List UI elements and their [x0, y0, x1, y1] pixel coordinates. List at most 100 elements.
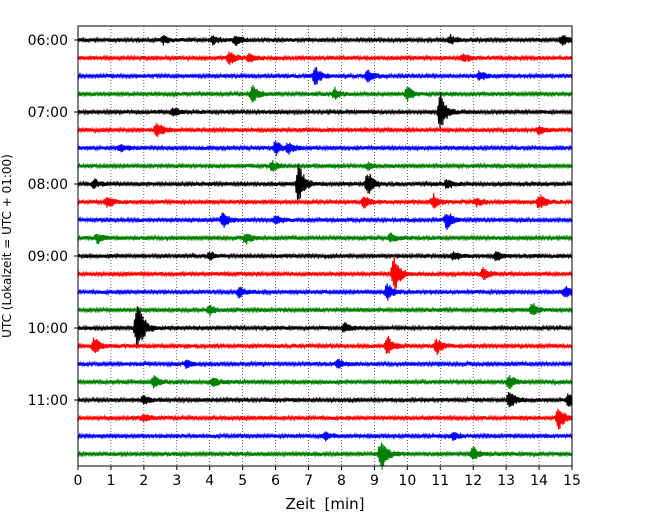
- y-tick-label: 06:00: [28, 33, 68, 49]
- seismic-event-point: [385, 344, 390, 348]
- seismic-trace: [77, 212, 573, 230]
- x-tick-label: 8: [337, 473, 346, 489]
- seismic-event-point: [92, 182, 97, 186]
- seismic-event-point: [211, 38, 215, 42]
- seismic-trace: [77, 51, 573, 65]
- seismic-event-point: [389, 236, 393, 240]
- seismic-event-point: [171, 110, 176, 114]
- x-tick-label: 15: [563, 473, 581, 489]
- seismic-event-point: [362, 200, 367, 204]
- x-tick-label: 4: [205, 473, 214, 489]
- seismic-event-point: [185, 362, 189, 366]
- seismic-event-point: [208, 308, 212, 312]
- seismic-event-point: [461, 56, 465, 60]
- seismic-event-point: [567, 398, 571, 402]
- seismic-event-point: [405, 92, 409, 96]
- seismic-event-point: [560, 38, 564, 42]
- seismic-event-point: [237, 290, 241, 294]
- seismic-event-point: [494, 254, 498, 258]
- seismic-trace: [77, 431, 573, 442]
- trace-group: [77, 33, 573, 470]
- seismic-event-point: [392, 272, 396, 276]
- seismic-trace: [77, 92, 573, 129]
- y-tick-label: 08:00: [28, 177, 68, 193]
- seismic-trace: [77, 232, 573, 245]
- seismic-event-point: [234, 38, 238, 42]
- x-tick-label: 5: [238, 473, 247, 489]
- seismic-event-point: [142, 416, 146, 420]
- x-tick-label: 14: [530, 473, 548, 489]
- seismic-trace: [77, 66, 573, 85]
- seismic-trace: [77, 408, 573, 430]
- x-tick-label: 11: [431, 473, 449, 489]
- seismic-event-point: [106, 200, 110, 204]
- x-tick-label: 1: [106, 473, 115, 489]
- seismic-trace: [77, 122, 573, 138]
- seismic-trace: [77, 192, 573, 209]
- seismic-event-point: [155, 128, 159, 132]
- seismic-event-point: [135, 326, 139, 330]
- seismic-event-point: [221, 218, 225, 222]
- y-tick-label: 11:00: [28, 393, 68, 409]
- seismic-trace: [77, 442, 573, 470]
- seismic-trace: [77, 391, 573, 408]
- seismic-event-point: [96, 236, 100, 240]
- x-tick-label: 7: [304, 473, 313, 489]
- seismic-trace: [77, 33, 573, 46]
- seismic-event-point: [481, 272, 485, 276]
- seismic-trace: [77, 302, 573, 317]
- seismic-event-point: [244, 236, 248, 240]
- seismic-event-point: [211, 380, 215, 384]
- seismic-event-point: [366, 164, 370, 168]
- seismic-event-point: [448, 38, 452, 42]
- seismic-event-point: [333, 92, 337, 96]
- seismic-event-point: [227, 56, 232, 60]
- seismic-trace: [77, 250, 573, 262]
- seismic-trace: [77, 160, 573, 172]
- seismic-event-point: [445, 182, 449, 186]
- seismic-event-point: [287, 146, 291, 150]
- seismic-event-point: [366, 182, 370, 186]
- x-axis-ticks: 0 1 2 3 4 5 6 7 8 9 10 11 12 13 14 15: [74, 466, 581, 489]
- seismic-event-point: [507, 380, 512, 384]
- seismic-event-point: [451, 254, 456, 258]
- seismic-trace: [77, 255, 573, 290]
- seismic-trace: [77, 84, 573, 103]
- seismic-event-point: [471, 452, 475, 456]
- seismic-event-point: [537, 200, 541, 204]
- seismic-event-point: [247, 56, 251, 60]
- seismic-event-point: [563, 290, 568, 294]
- seismic-event-point: [432, 200, 436, 204]
- seismic-event-point: [478, 74, 482, 78]
- y-axis-label: UTC (Lokalzeit = UTC + 01:00): [0, 154, 14, 338]
- seismic-event-point: [451, 434, 456, 438]
- seismic-event-point: [313, 74, 317, 78]
- seismic-event-point: [142, 398, 146, 402]
- seismic-event-point: [119, 146, 123, 150]
- x-tick-label: 9: [370, 473, 379, 489]
- y-tick-label: 09:00: [28, 249, 68, 265]
- seismic-event-point: [162, 38, 166, 42]
- plot-frame: [77, 25, 573, 467]
- seismic-event-point: [152, 380, 156, 384]
- seismic-event-point: [323, 434, 327, 438]
- seismic-event-point: [385, 290, 390, 294]
- seismic-event-point: [274, 218, 278, 222]
- x-tick-label: 10: [398, 473, 416, 489]
- seismic-event-point: [274, 146, 278, 150]
- seismic-trace: [77, 335, 573, 356]
- seismic-event-point: [530, 308, 535, 312]
- seismic-trace: [77, 163, 573, 201]
- seismic-trace: [77, 306, 573, 349]
- seismic-event-point: [435, 344, 439, 348]
- x-tick-label: 12: [464, 473, 482, 489]
- x-axis-label: Zeit [min]: [285, 495, 364, 513]
- seismic-event-point: [250, 92, 255, 96]
- seismic-event-point: [474, 200, 479, 204]
- seismic-event-point: [208, 254, 212, 258]
- x-tick-label: 6: [271, 473, 280, 489]
- seismic-event-point: [445, 218, 449, 222]
- x-tick-label: 0: [74, 473, 83, 489]
